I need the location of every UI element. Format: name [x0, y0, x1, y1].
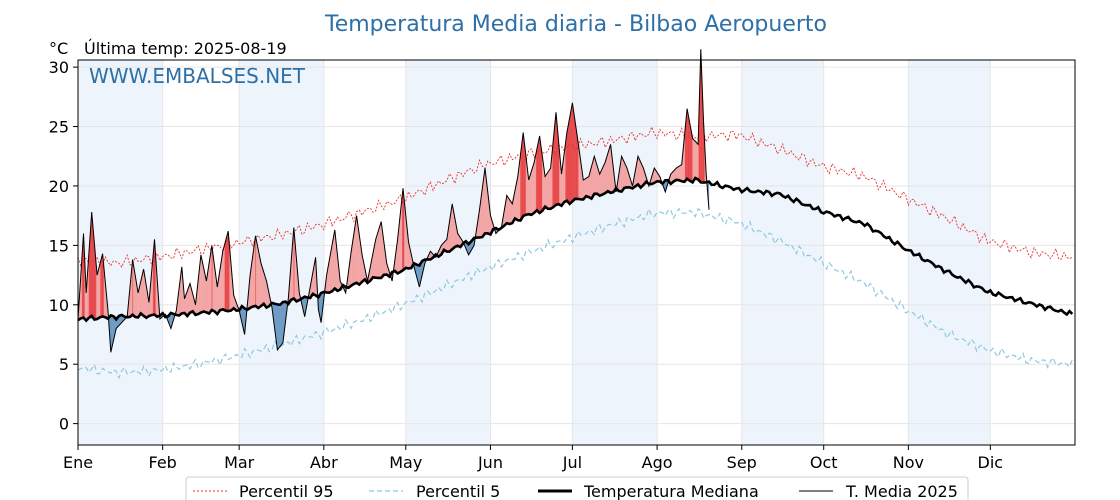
y-axis: 0 5 10 15 20 25 30 [49, 58, 78, 434]
x-axis: Ene Feb Mar Abr May Jun Jul Ago Sep Oct Nov Dic [63, 445, 1003, 472]
month-band-Nov [908, 60, 991, 445]
x-tick-label-Jun: Jun [477, 453, 503, 472]
x-tick-label-Jul: Jul [562, 453, 582, 472]
unit-label: °C [49, 39, 68, 58]
last-temp-label: Última temp: 2025-08-19 [84, 39, 287, 58]
x-tick-label-Dic: Dic [978, 453, 1004, 472]
series-line-p95 [77, 125, 1073, 268]
y-tick-label-25: 25 [49, 118, 69, 137]
x-tick-label-Mar: Mar [224, 453, 255, 472]
legend-label-t2025: T. Media 2025 [845, 482, 958, 500]
series-line-p5 [77, 207, 1073, 380]
month-band-Mar [239, 60, 324, 445]
series-line-t2025 [77, 49, 710, 353]
legend: Percentil 95 Percentil 5 Temperatura Med… [185, 476, 969, 500]
x-tick-label-Feb: Feb [149, 453, 177, 472]
chart-title: Temperatura Media diaria - Bilbao Aeropu… [324, 12, 827, 37]
x-tick-label-May: May [389, 453, 422, 472]
y-tick-label-10: 10 [49, 296, 69, 315]
y-tick-label-15: 15 [49, 236, 69, 255]
x-tick-label-Ene: Ene [63, 453, 93, 472]
x-tick-label-Sep: Sep [727, 453, 757, 472]
y-tick-label-30: 30 [49, 58, 69, 77]
legend-label-median: Temperatura Mediana [583, 482, 759, 500]
month-band-Sep [741, 60, 824, 445]
x-tick-label-Abr: Abr [310, 453, 338, 472]
plot-frame [77, 59, 1076, 446]
y-tick-label-5: 5 [59, 355, 69, 374]
y-tick-label-0: 0 [59, 415, 69, 434]
month-bands [78, 60, 991, 445]
series-line-median [77, 176, 1074, 323]
watermark: WWW.EMBALSES.NET [89, 64, 306, 88]
x-tick-label-Nov: Nov [893, 453, 924, 472]
series-lines [77, 49, 1074, 380]
legend-box [185, 476, 969, 500]
legend-label-p95: Percentil 95 [239, 482, 334, 500]
y-tick-label-20: 20 [49, 177, 69, 196]
month-band-Jul [572, 60, 658, 445]
x-tick-label-Ago: Ago [642, 453, 673, 472]
legend-label-p5: Percentil 5 [416, 482, 500, 500]
x-tick-label-Oct: Oct [810, 453, 838, 472]
